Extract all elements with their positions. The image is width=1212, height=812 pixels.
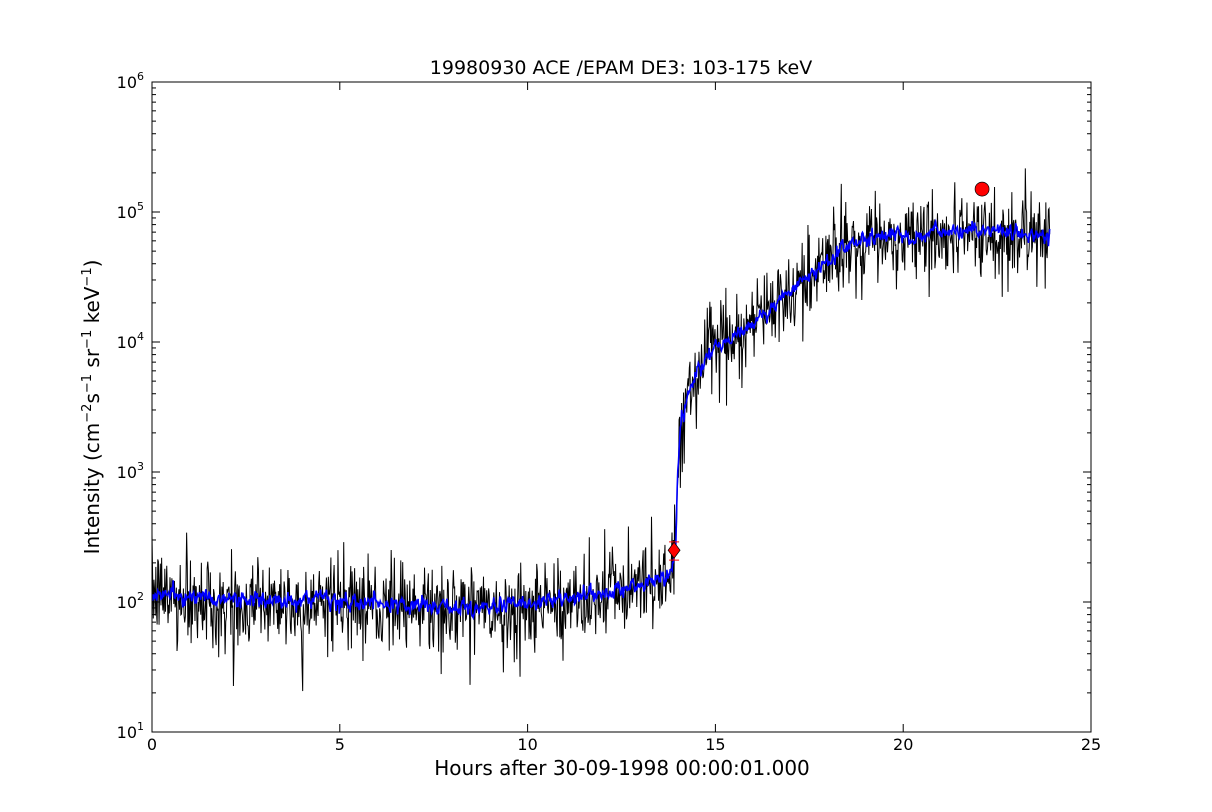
plot-area [151, 81, 1092, 733]
y-tick-label: 105 [117, 200, 144, 222]
y-tick-labels: 101 102 103 104 105 106 [117, 70, 144, 742]
series-layer [151, 168, 1051, 692]
y-axis-label: Intensity (cm−2s−1 sr−1 keV−1) [80, 260, 104, 555]
marker-layer [667, 181, 990, 561]
y-tick-label: 106 [117, 70, 144, 92]
x-tick-label: 20 [893, 735, 913, 754]
peak-marker [974, 181, 990, 197]
y-tick-label: 101 [117, 720, 144, 742]
x-tick-labels: 0 5 10 15 20 25 [147, 735, 1101, 754]
ticks-layer [151, 81, 1092, 733]
y-tick-label: 104 [117, 330, 144, 352]
chart-title: 19980930 ACE /EPAM DE3: 103-175 keV [430, 57, 812, 79]
x-axis-label: Hours after 30-09-1998 00:00:01.000 [434, 756, 810, 780]
x-tick-label: 25 [1081, 735, 1101, 754]
x-tick-label: 10 [517, 735, 537, 754]
y-tick-label: 102 [117, 590, 144, 612]
x-tick-label: 0 [147, 735, 157, 754]
smoothed-intensity-line [151, 218, 1051, 621]
x-tick-label: 5 [335, 735, 345, 754]
y-tick-label: 103 [117, 460, 144, 482]
plot-frame [151, 81, 1092, 733]
onset-marker [667, 541, 681, 559]
raw-intensity-line [151, 168, 1051, 692]
x-tick-label: 15 [705, 735, 725, 754]
